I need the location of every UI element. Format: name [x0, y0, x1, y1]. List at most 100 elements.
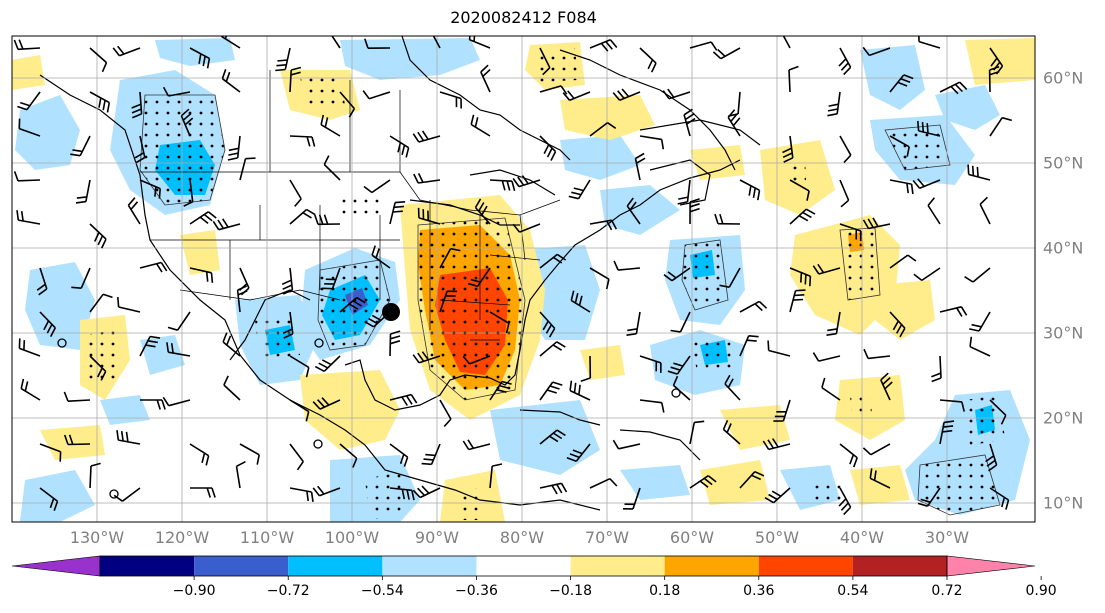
wind-barb	[489, 380, 512, 401]
wind-barb	[838, 47, 852, 76]
colorbar-tick-label: −0.54	[360, 583, 404, 599]
wind-barb	[539, 85, 568, 95]
wind-barb	[13, 171, 41, 182]
wind-barb	[331, 36, 341, 49]
wind-barb	[16, 210, 41, 225]
wind-barb	[17, 91, 41, 111]
wind-barb	[767, 340, 791, 357]
lon-label: 60°W	[669, 528, 715, 547]
wind-barb	[589, 219, 618, 231]
lon-label: 40°W	[839, 528, 885, 547]
wind-barb	[838, 487, 852, 516]
wind-barb	[863, 348, 891, 360]
wind-barb	[789, 267, 812, 287]
wind-barb	[389, 443, 409, 467]
lat-label: 30°N	[1043, 323, 1084, 343]
wind-barb	[782, 135, 794, 163]
wind-barb	[589, 477, 618, 489]
wind-barb	[189, 47, 211, 69]
wind-barb	[539, 253, 567, 269]
wind-barb	[714, 213, 741, 225]
lon-label: 80°W	[499, 528, 545, 547]
wind-barb	[322, 267, 341, 290]
wind-barb	[281, 267, 294, 295]
wind-barb	[239, 443, 260, 465]
wind-barb	[931, 355, 942, 383]
wind-barb	[566, 443, 591, 462]
wind-barb	[13, 39, 41, 51]
wind-barb	[167, 311, 191, 331]
wind-barb	[320, 114, 341, 137]
wind-barb	[626, 311, 641, 336]
wind-barb	[670, 311, 691, 333]
wind-barb	[63, 434, 91, 446]
wind-barb	[589, 39, 618, 52]
wind-barb	[827, 91, 841, 117]
wind-barb	[139, 179, 161, 199]
storm-center-dot	[382, 303, 400, 321]
wind-barb	[439, 399, 452, 428]
wind-barb	[839, 223, 862, 242]
colorbar-tick-label: −0.90	[172, 583, 216, 599]
wind-barb	[622, 487, 641, 510]
wind-barb	[539, 429, 566, 445]
wind-barb	[812, 352, 841, 362]
wind-barb	[89, 355, 107, 381]
wind-barb	[989, 487, 1010, 510]
significance-stippling	[85, 48, 1005, 520]
wind-barb	[63, 391, 91, 402]
wind-barb	[131, 91, 143, 119]
wind-barb	[139, 335, 161, 357]
wind-barb	[89, 223, 107, 249]
wind-barb	[314, 214, 341, 226]
wind-barb	[190, 487, 216, 498]
wind-barb	[289, 487, 314, 503]
colorbar-tick-label: 0.72	[931, 583, 963, 599]
wind-barb	[569, 380, 591, 401]
wind-barb	[967, 164, 991, 181]
wind-barb	[613, 260, 641, 271]
wind-barb	[18, 118, 41, 137]
wind-barb	[239, 157, 256, 181]
wind-barb	[782, 36, 791, 49]
wind-barb	[113, 487, 141, 502]
wind-barb	[862, 217, 891, 230]
wind-barb	[189, 267, 214, 283]
wind-barb	[467, 267, 491, 288]
wind-barb	[667, 355, 691, 375]
wind-barb	[979, 196, 991, 225]
wind-barb	[689, 475, 717, 489]
colorbar-tick-label: 0.36	[743, 583, 775, 599]
wind-barb	[389, 330, 401, 357]
wind-barb	[70, 135, 91, 157]
wind-barb	[489, 179, 516, 192]
wind-barb	[162, 396, 191, 407]
wind-barb	[626, 197, 641, 225]
wind-barb	[289, 208, 316, 225]
wind-barb	[412, 485, 441, 499]
wind-barb	[140, 399, 166, 410]
wind-barb	[412, 351, 441, 364]
wind-barb	[539, 381, 563, 401]
small-circles	[57, 338, 681, 499]
wind-barb	[712, 47, 741, 60]
wind-barb	[689, 420, 705, 445]
colorbar-tick-label: 0.90	[1025, 583, 1057, 599]
wind-barb	[570, 290, 591, 313]
wind-barb	[432, 36, 441, 49]
wind-barb	[739, 300, 768, 313]
wind-barb	[580, 355, 592, 382]
wind-barb	[18, 338, 41, 357]
wind-barbs	[13, 36, 1013, 516]
wind-barb	[470, 114, 491, 137]
wind-barb	[821, 377, 841, 401]
wind-barb	[985, 443, 998, 472]
wind-barb	[117, 296, 141, 313]
wind-barb	[989, 47, 1004, 75]
wind-barb	[989, 399, 1007, 425]
wind-barb	[913, 267, 941, 282]
wind-barb	[862, 443, 891, 456]
wind-barb	[162, 86, 191, 97]
wind-barb	[639, 399, 665, 413]
wind-barb	[314, 355, 341, 373]
